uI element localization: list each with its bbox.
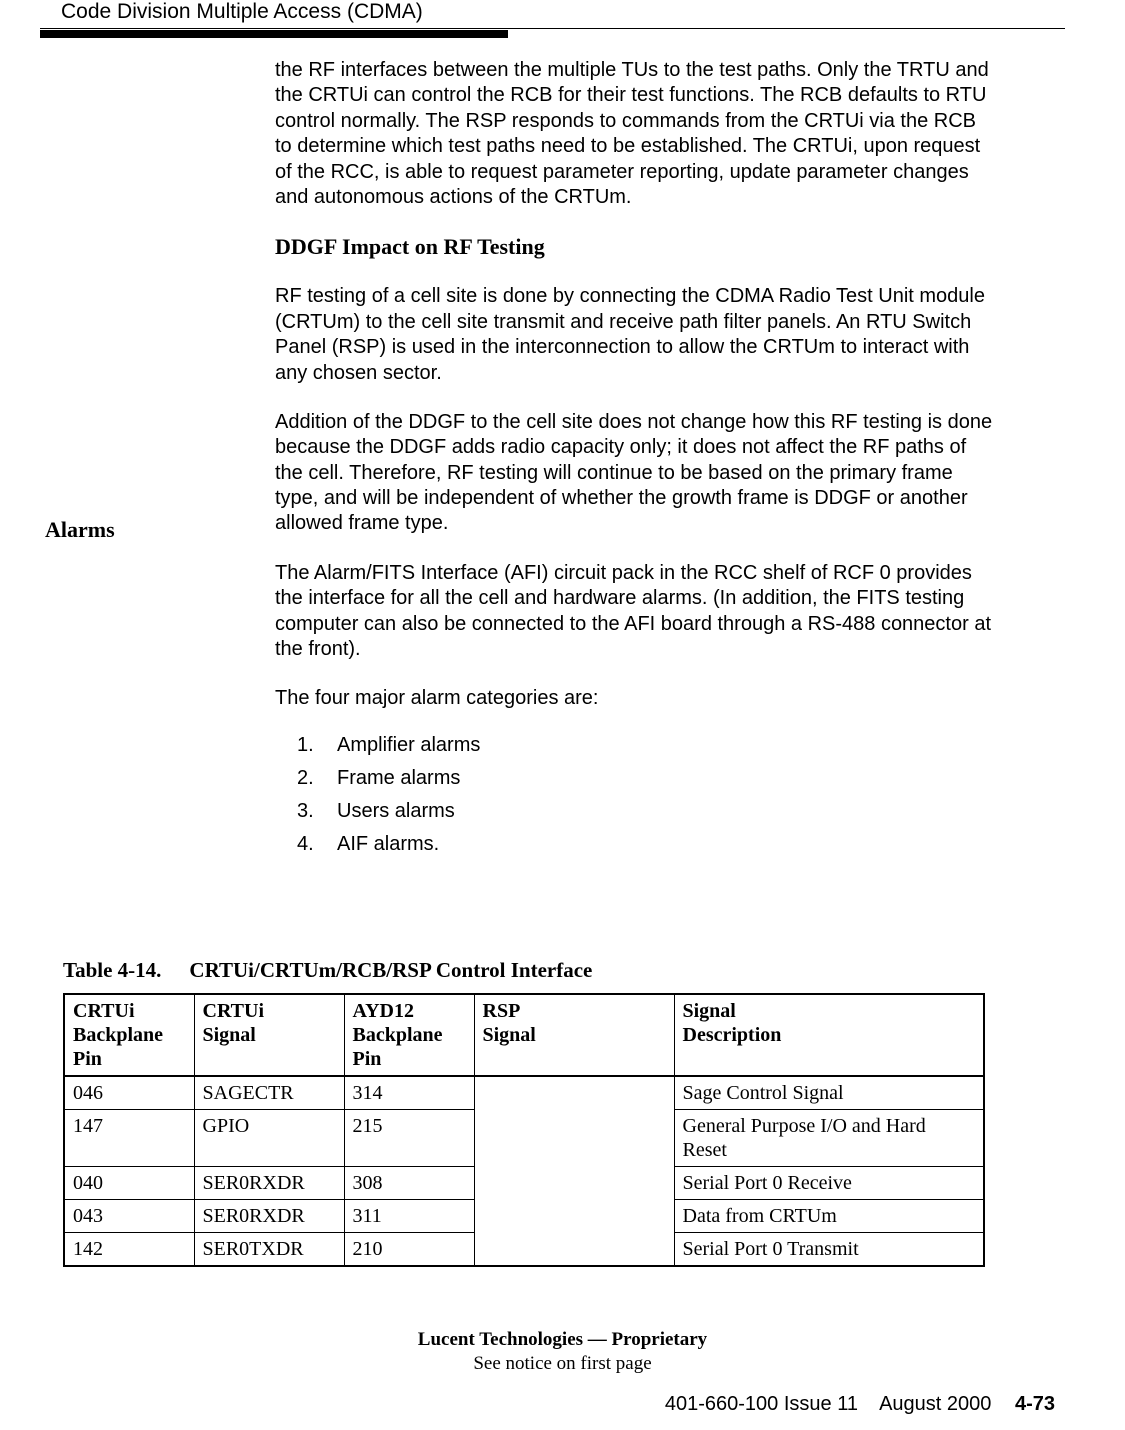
list-text: Frame alarms <box>337 767 460 789</box>
col-header-line: Signal <box>683 1000 736 1022</box>
paragraph-alarms: The Alarm/FITS Interface (AFI) circuit p… <box>275 561 995 663</box>
list-item: 4.AIF alarms. <box>297 833 995 856</box>
list-item: 1.Amplifier alarms <box>297 734 995 757</box>
list-item: 2.Frame alarms <box>297 767 995 790</box>
list-text: AIF alarms. <box>337 833 439 855</box>
control-interface-table: CRTUi Backplane Pin CRTUi Signal AYD12 B… <box>63 993 985 1267</box>
cell-pin: 142 <box>64 1233 194 1267</box>
paragraph-rf-testing: RF testing of a cell site is done by con… <box>275 284 995 386</box>
cell-desc: Data from CRTUm <box>674 1200 984 1233</box>
cell-signal: SER0TXDR <box>194 1233 344 1267</box>
footer-notice: See notice on first page <box>0 1353 1125 1375</box>
cell-ayd: 210 <box>344 1233 474 1267</box>
running-header: Code Division Multiple Access (CDMA) <box>61 0 423 24</box>
cell-signal: SER0RXDR <box>194 1200 344 1233</box>
col-header-line: Pin <box>353 1048 382 1070</box>
table-caption: Table 4-14. CRTUi/CRTUm/RCB/RSP Control I… <box>63 958 985 983</box>
list-number: 4. <box>297 833 337 856</box>
cell-signal: SER0RXDR <box>194 1167 344 1200</box>
cell-rsp-merged <box>474 1076 674 1266</box>
cell-ayd: 311 <box>344 1200 474 1233</box>
cell-desc: Sage Control Signal <box>674 1076 984 1110</box>
col-header-line: Signal <box>483 1024 536 1046</box>
paragraph-ddgf-addition: Addition of the DDGF to the cell site do… <box>275 410 995 537</box>
col-header: CRTUi Backplane Pin <box>64 994 194 1076</box>
cell-pin: 043 <box>64 1200 194 1233</box>
col-header-line: RSP <box>483 1000 521 1022</box>
margin-label-alarms: Alarms <box>45 517 115 543</box>
cell-desc: Serial Port 0 Receive <box>674 1167 984 1200</box>
cell-pin: 040 <box>64 1167 194 1200</box>
col-header-line: CRTUi <box>73 1000 135 1022</box>
alarm-category-list: 1.Amplifier alarms 2.Frame alarms 3.User… <box>275 734 995 856</box>
footer-date: August 2000 <box>879 1393 991 1415</box>
list-item: 3.Users alarms <box>297 800 995 823</box>
col-header-line: AYD12 <box>353 1000 415 1022</box>
footer-issue: 401-660-100 Issue 11 <box>665 1393 858 1415</box>
list-text: Amplifier alarms <box>337 734 480 756</box>
alarm-categories-intro: The four major alarm categories are: <box>275 686 995 711</box>
header-rule-bold <box>40 30 508 38</box>
table-block: Table 4-14. CRTUi/CRTUm/RCB/RSP Control I… <box>63 914 985 1267</box>
paragraph-rf-interfaces: the RF interfaces between the multiple T… <box>275 58 995 210</box>
list-number: 3. <box>297 800 337 823</box>
cell-pin: 046 <box>64 1076 194 1110</box>
col-header: Signal Description <box>674 994 984 1076</box>
cell-ayd: 314 <box>344 1076 474 1110</box>
col-header-line: Pin <box>73 1048 102 1070</box>
col-header: AYD12 Backplane Pin <box>344 994 474 1076</box>
list-number: 1. <box>297 734 337 757</box>
subheading-ddgf: DDGF Impact on RF Testing <box>275 234 995 260</box>
table-row: 046 SAGECTR 314 Sage Control Signal <box>64 1076 984 1110</box>
cell-ayd: 308 <box>344 1167 474 1200</box>
cell-signal: SAGECTR <box>194 1076 344 1110</box>
cell-pin: 147 <box>64 1110 194 1167</box>
footer-right: 401-660-100 Issue 11 August 2000 4-73 <box>665 1393 1055 1416</box>
footer-proprietary: Lucent Technologies — Proprietary <box>0 1329 1125 1351</box>
cell-ayd: 215 <box>344 1110 474 1167</box>
cell-signal: GPIO <box>194 1110 344 1167</box>
table-ref: Table 4-14. <box>63 958 161 982</box>
list-number: 2. <box>297 767 337 790</box>
cell-desc: Serial Port 0 Transmit <box>674 1233 984 1267</box>
header-rule-thin <box>40 28 1065 29</box>
main-content: the RF interfaces between the multiple T… <box>275 58 995 866</box>
col-header-line: CRTUi <box>203 1000 265 1022</box>
col-header: RSP Signal <box>474 994 674 1076</box>
col-header-line: Signal <box>203 1024 256 1046</box>
table-header-row: CRTUi Backplane Pin CRTUi Signal AYD12 B… <box>64 994 984 1076</box>
list-text: Users alarms <box>337 800 455 822</box>
table-title: CRTUi/CRTUm/RCB/RSP Control Interface <box>189 958 592 982</box>
col-header-line: Backplane <box>73 1024 163 1046</box>
cell-desc: General Purpose I/O and Hard Reset <box>674 1110 984 1167</box>
col-header-line: Backplane <box>353 1024 443 1046</box>
page: Code Division Multiple Access (CDMA) the… <box>0 0 1125 1430</box>
footer-page-number: 4-73 <box>1015 1393 1055 1415</box>
col-header-line: Description <box>683 1024 782 1046</box>
col-header: CRTUi Signal <box>194 994 344 1076</box>
footer-center: Lucent Technologies — Proprietary See no… <box>0 1329 1125 1375</box>
